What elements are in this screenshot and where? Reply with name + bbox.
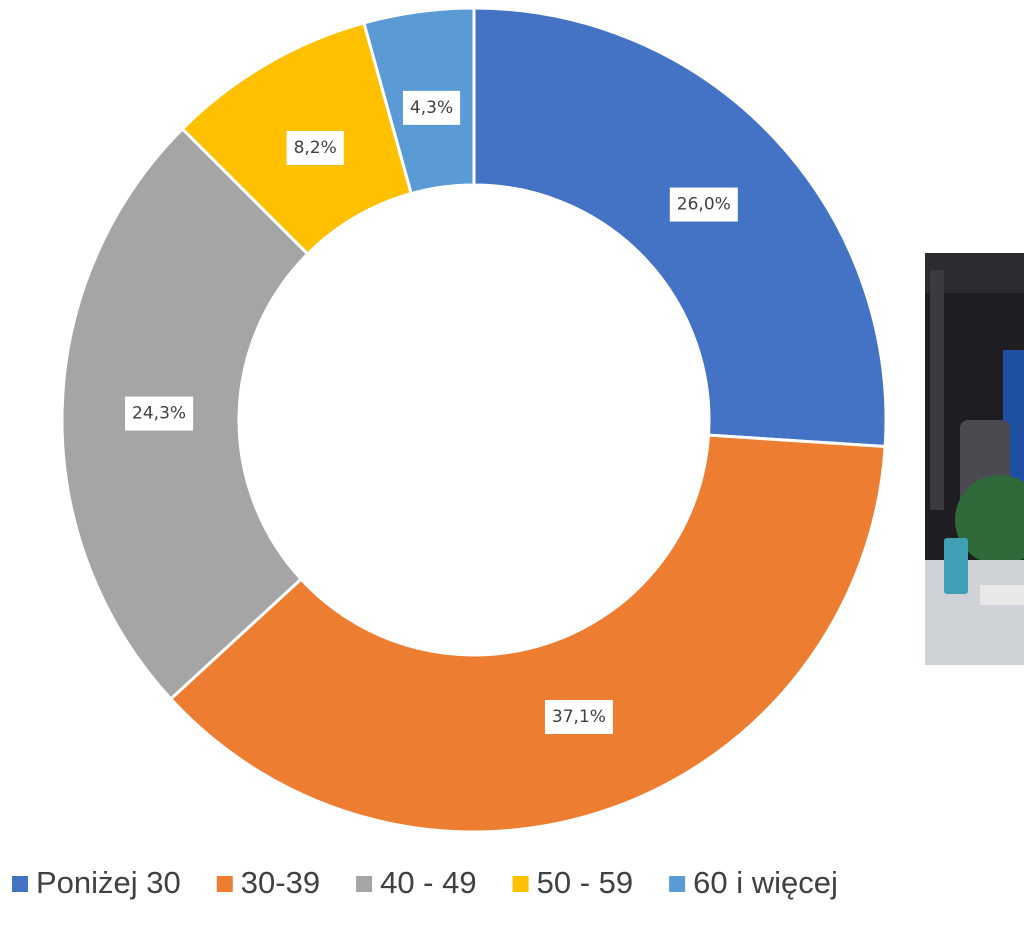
legend-swatch (12, 876, 28, 892)
data-label-text: 37,1% (552, 707, 606, 727)
data-label: 24,3% (125, 396, 194, 431)
donut-slice (168, 433, 887, 834)
legend-label: 60 i więcej (693, 865, 838, 900)
legend-swatch (512, 876, 529, 892)
data-label-box (544, 700, 613, 735)
legend-swatch (669, 876, 686, 892)
data-label-box (669, 187, 738, 222)
data-label-text: 4,3% (410, 98, 453, 118)
data-label-box (402, 90, 461, 125)
data-label-text: 8,2% (294, 138, 337, 158)
data-label-text: 24,3% (132, 404, 186, 424)
donut-slice (472, 6, 888, 449)
legend: Poniżej 30 30-39 40 - 49 50 - 59 60 i więcej (12, 865, 838, 900)
legend-swatch (356, 876, 373, 892)
data-label-box (125, 396, 194, 431)
data-label: 26,0% (669, 187, 738, 222)
photo (925, 253, 1024, 665)
data-label-text: 26,0% (677, 195, 731, 215)
legend-label: 40 - 49 (380, 865, 477, 900)
legend-swatch (216, 876, 233, 892)
data-label: 37,1% (544, 700, 613, 735)
legend-label: Poniżej 30 (36, 865, 181, 900)
legend-label: 50 - 59 (537, 865, 634, 900)
data-label: 8,2% (286, 130, 344, 165)
legend-label: 30-39 (241, 865, 320, 900)
data-label: 4,3% (402, 90, 461, 125)
data-label-box (286, 130, 344, 165)
